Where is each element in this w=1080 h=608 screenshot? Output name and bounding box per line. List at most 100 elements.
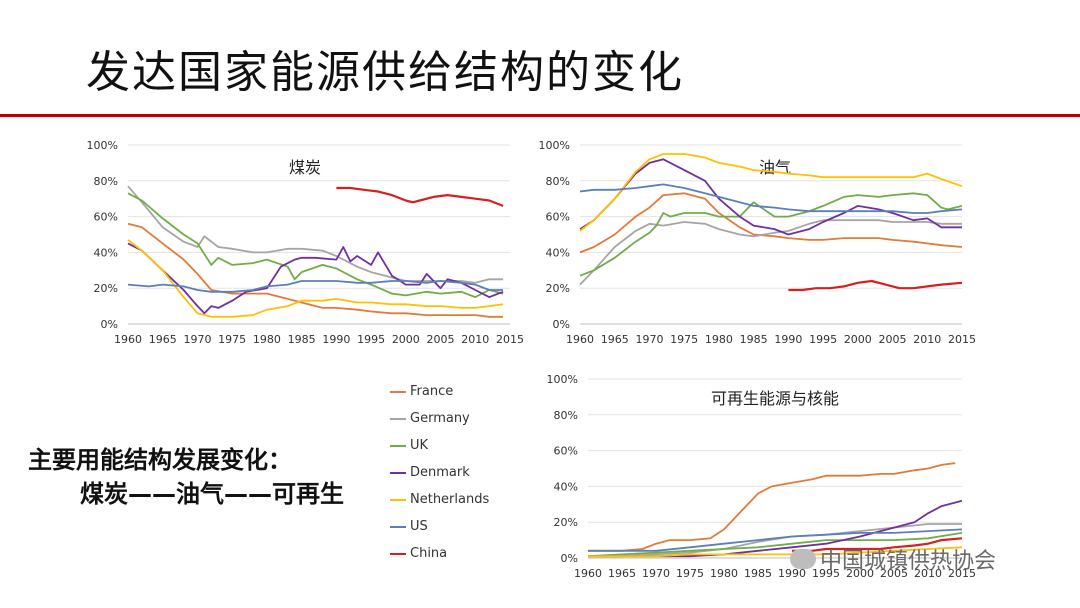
legend-swatch — [390, 498, 406, 501]
y-tick-label: 0% — [553, 318, 570, 331]
x-tick-label: 2000 — [846, 567, 874, 580]
y-tick-label: 60% — [94, 211, 118, 224]
series-line-china — [336, 186, 504, 207]
slide-title: 发达国家能源供给结构的变化 — [86, 47, 684, 98]
x-tick-label: 1970 — [642, 567, 670, 580]
y-tick-label: 60% — [546, 211, 570, 224]
series-line-china — [792, 537, 963, 552]
legend-swatch — [390, 525, 406, 528]
y-tick-label: 80% — [94, 175, 118, 188]
legend-swatch — [390, 552, 406, 555]
x-tick-label: 2010 — [913, 333, 941, 346]
y-tick-label: 80% — [546, 175, 570, 188]
x-tick-label: 2015 — [948, 333, 976, 346]
y-tick-label: 100% — [547, 373, 578, 386]
y-tick-label: 80% — [554, 409, 578, 422]
series-line-us — [127, 280, 504, 293]
series-line-france — [579, 192, 963, 254]
legend-item-netherlands: Netherlands — [390, 486, 490, 513]
x-tick-label: 1965 — [601, 333, 629, 346]
wechat-watermark: 中国城镇供热协会 — [790, 543, 996, 575]
series-line-france — [588, 462, 956, 552]
x-tick-label: 2005 — [879, 333, 907, 346]
x-tick-label: 2000 — [844, 333, 872, 346]
series-line-netherlands — [588, 546, 963, 558]
x-tick-label: 1980 — [710, 567, 738, 580]
legend-item-denmark: Denmark — [390, 459, 489, 486]
y-tick-label: 60% — [554, 445, 578, 458]
title-divider — [0, 114, 1080, 117]
legend-label: China — [410, 546, 448, 561]
y-tick-label: 20% — [554, 516, 578, 529]
series-line-germany — [579, 219, 962, 286]
x-tick-label: 1980 — [253, 333, 281, 346]
x-tick-label: 1995 — [357, 333, 385, 346]
x-tick-label: 1970 — [635, 333, 663, 346]
y-tick-label: 100% — [539, 139, 570, 152]
x-tick-label: 1985 — [740, 333, 768, 346]
y-tick-label: 100% — [87, 139, 118, 152]
legend-swatch — [390, 471, 406, 474]
series-line-uk — [127, 192, 504, 299]
chart-3: 0% 20% 40% 60% 80% 100% 1960 1965 1970 1975 1980 19… — [547, 373, 976, 580]
x-tick-label: 1960 — [574, 567, 602, 580]
series-line-france — [127, 222, 504, 318]
legend-swatch — [390, 417, 406, 420]
legend-label: Netherlands — [410, 492, 490, 507]
x-tick-label: 2015 — [496, 333, 524, 346]
y-tick-label: 0% — [101, 318, 118, 331]
x-tick-label: 1970 — [183, 333, 211, 346]
y-tick-label: 40% — [546, 246, 570, 259]
x-tick-label: 2015 — [948, 567, 976, 580]
x-tick-label: 2010 — [461, 333, 489, 346]
x-tick-label: 2010 — [914, 567, 942, 580]
series-line-denmark — [579, 158, 962, 236]
series-line-uk — [579, 192, 963, 277]
series-line-netherlands — [579, 153, 963, 232]
series-line-us — [579, 183, 963, 214]
legend-item-germany: Germany — [390, 405, 489, 432]
series-line-denmark — [588, 499, 963, 558]
x-tick-label: 1960 — [114, 333, 142, 346]
x-tick-label: 1975 — [670, 333, 698, 346]
x-tick-label: 2005 — [427, 333, 455, 346]
summary-line-1: 主要用能结构发展变化： — [28, 446, 292, 474]
y-tick-label: 40% — [94, 246, 118, 259]
x-tick-label: 1980 — [705, 333, 733, 346]
series-line-denmark — [127, 242, 504, 315]
chart-title: 煤炭 — [289, 158, 321, 177]
x-tick-label: 1975 — [676, 567, 704, 580]
x-tick-label: 1985 — [744, 567, 772, 580]
chart-2: 0% 20% 40% 60% 80% 100% 1960 1965 1970 1975 1980 19… — [539, 139, 976, 346]
legend-item-uk: UK — [390, 432, 489, 459]
watermark-text: 中国城镇供热协会 — [820, 549, 997, 574]
x-tick-label: 1995 — [809, 333, 837, 346]
legend-label: Germany — [410, 411, 470, 426]
x-tick-label: 1975 — [218, 333, 246, 346]
legend-label: US — [410, 519, 428, 534]
x-tick-label: 1990 — [774, 333, 802, 346]
y-tick-label: 40% — [554, 480, 578, 493]
series-line-china — [788, 279, 963, 292]
y-tick-label: 20% — [94, 282, 118, 295]
legend-item-france: France — [390, 378, 489, 405]
x-tick-label: 1985 — [288, 333, 316, 346]
legend-swatch — [390, 390, 406, 393]
chart-1: 0% 20% 40% 60% 80% 100% 1960 1965 1970 1975 1980 19… — [87, 139, 524, 346]
x-tick-label: 1960 — [566, 333, 594, 346]
x-tick-label: 1965 — [149, 333, 177, 346]
legend-item-china: China — [390, 540, 489, 567]
x-tick-label: 2000 — [392, 333, 420, 346]
wechat-icon — [790, 549, 816, 569]
legend: France Germany UK Denmark Netherlands US China — [390, 378, 490, 567]
y-tick-label: 20% — [546, 282, 570, 295]
series-line-us — [588, 528, 963, 552]
series-line-uk — [587, 532, 963, 558]
series-line-netherlands — [127, 239, 504, 318]
x-tick-label: 2005 — [880, 567, 908, 580]
x-tick-label: 1965 — [608, 567, 636, 580]
legend-label: Denmark — [410, 465, 470, 480]
x-tick-label: 1990 — [778, 567, 806, 580]
legend-item-us: US — [390, 513, 489, 540]
